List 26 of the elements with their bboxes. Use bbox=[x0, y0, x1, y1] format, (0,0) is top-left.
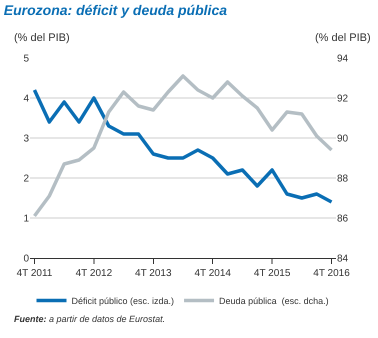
line-series bbox=[32, 74, 334, 218]
y2-tick-label: 90 bbox=[337, 134, 349, 144]
legend-label: Deuda pública (esc. dcha.) bbox=[219, 296, 329, 306]
y-tick-label: 3 bbox=[23, 134, 30, 144]
y-tick-label: 4 bbox=[23, 94, 30, 104]
y2-axis-title: (% del PIB) bbox=[315, 32, 371, 44]
y-tick-label: 1 bbox=[23, 214, 30, 224]
y2-tick-label: 88 bbox=[337, 174, 349, 184]
chart-title: Eurozona: déficit y deuda pública bbox=[4, 2, 228, 18]
legend-label: Déficit público (esc. izda.) bbox=[72, 296, 174, 306]
y2-tick-label: 86 bbox=[337, 214, 349, 224]
x-tick-label: 4T 2012 bbox=[76, 268, 113, 279]
y2-tick-label: 92 bbox=[337, 94, 349, 104]
x-tick-label: 4T 2011 bbox=[16, 268, 53, 279]
x-tick-label: 4T 2015 bbox=[254, 268, 291, 279]
y-tick-label: 5 bbox=[23, 54, 30, 64]
y-tick-label: 2 bbox=[23, 174, 30, 184]
y-tick-label: 0 bbox=[23, 254, 30, 264]
source-note: Fuente: a partir de datos de Eurostat. bbox=[14, 314, 166, 324]
y2-tick-label: 94 bbox=[337, 54, 349, 64]
x-tick-label: 4T 2014 bbox=[194, 268, 232, 279]
x-tick-label: 4T 2013 bbox=[135, 268, 172, 279]
y2-tick-label: 84 bbox=[337, 254, 349, 264]
line-series bbox=[32, 88, 334, 204]
x-tick-label: 4T 2016 bbox=[313, 268, 350, 279]
y-axis-title: (% del PIB) bbox=[14, 32, 70, 44]
